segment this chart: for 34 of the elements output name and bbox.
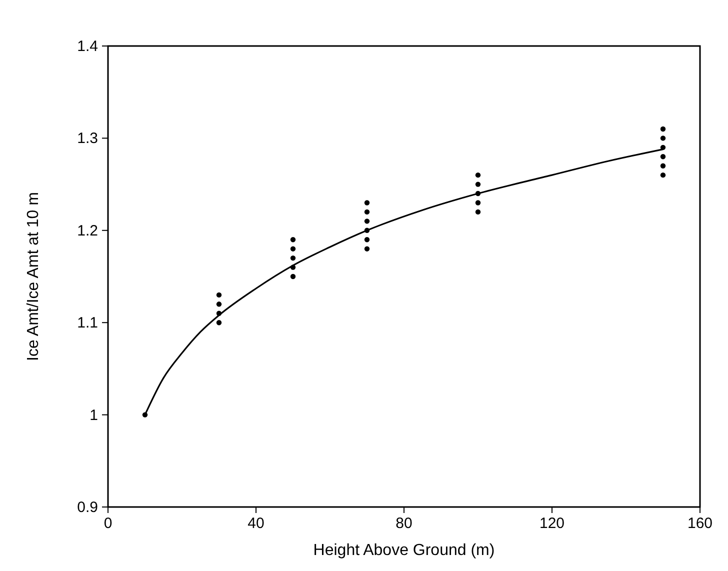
- point: [475, 209, 481, 215]
- x-tick-label: 160: [687, 515, 713, 532]
- point: [364, 209, 370, 215]
- x-axis-title: Height Above Ground (m): [313, 542, 495, 559]
- y-tick-label: 1.3: [77, 130, 98, 148]
- y-tick-label: 0.9: [77, 499, 98, 516]
- point: [660, 126, 666, 132]
- point: [364, 200, 370, 206]
- point: [660, 163, 666, 168]
- point: [290, 237, 296, 242]
- point: [660, 172, 666, 178]
- point: [475, 182, 481, 187]
- point: [660, 136, 666, 141]
- point: [290, 274, 296, 280]
- x-tick-label: 120: [539, 515, 565, 532]
- point: [290, 255, 296, 261]
- point: [660, 154, 666, 160]
- y-tick-label: 1.1: [77, 314, 98, 332]
- point: [364, 246, 370, 252]
- point: [364, 218, 370, 224]
- point: [216, 302, 222, 307]
- y-tick-label: 1: [90, 406, 98, 424]
- y-tick-label: 1.4: [77, 38, 98, 55]
- point: [216, 320, 222, 326]
- point: [290, 246, 296, 252]
- point: [475, 200, 481, 206]
- point: [475, 172, 481, 178]
- y-tick-label: 1.2: [77, 222, 98, 240]
- point: [364, 237, 370, 242]
- y-axis-title: Ice Amt/Ice Amt at 10 m: [25, 192, 42, 361]
- x-tick-label: 80: [396, 515, 412, 532]
- point: [216, 292, 222, 298]
- x-tick-label: 40: [248, 515, 264, 532]
- x-tick-label: 0: [104, 515, 112, 532]
